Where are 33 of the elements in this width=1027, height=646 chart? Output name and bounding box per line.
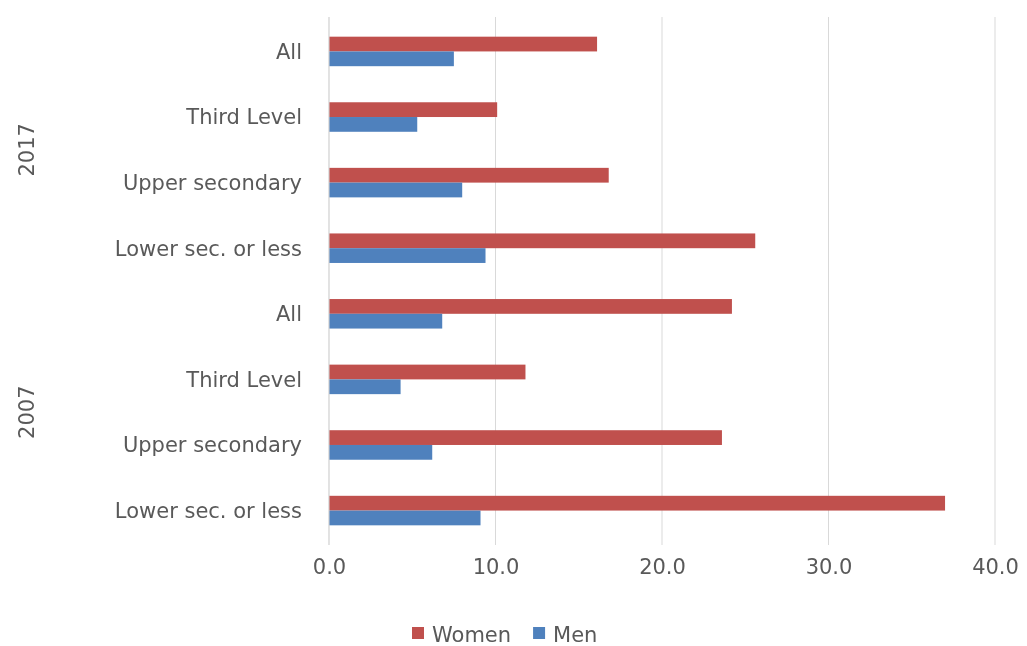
bar bbox=[329, 299, 732, 314]
bar bbox=[329, 167, 609, 183]
x-tick-label: 20.0 bbox=[639, 554, 686, 579]
bar bbox=[329, 364, 526, 380]
bar bbox=[329, 444, 433, 460]
y-tick-label: Third Level bbox=[185, 105, 302, 130]
legend-label: Men bbox=[553, 623, 598, 646]
bar bbox=[329, 233, 756, 249]
legend-label: Women bbox=[432, 623, 512, 646]
bar bbox=[329, 102, 498, 118]
bar bbox=[329, 182, 463, 198]
bar bbox=[329, 117, 418, 132]
y-tick-label: Upper secondary bbox=[122, 170, 302, 195]
bar bbox=[329, 313, 443, 329]
y-tick-label: Third Level bbox=[185, 367, 302, 392]
text: 2017 bbox=[15, 123, 39, 177]
bar bbox=[329, 495, 946, 511]
bar bbox=[329, 51, 454, 67]
bar bbox=[329, 430, 722, 445]
y-tick-label: Lower sec. or less bbox=[114, 236, 302, 261]
y-tick-label: All bbox=[275, 302, 302, 327]
y-tick-label: Upper secondary bbox=[122, 433, 302, 458]
y-tick-label: Lower sec. or less bbox=[114, 498, 302, 523]
x-tick-label: 40.0 bbox=[972, 554, 1019, 579]
bar bbox=[329, 36, 598, 52]
x-tick-label: 0.0 bbox=[312, 554, 347, 579]
text: 2007 bbox=[15, 385, 39, 439]
x-tick-label: 10.0 bbox=[472, 554, 520, 579]
bar bbox=[329, 510, 481, 526]
y-tick-label: All bbox=[275, 39, 302, 64]
x-tick-label: 30.0 bbox=[805, 554, 853, 579]
bar bbox=[329, 379, 401, 395]
bar bbox=[329, 248, 486, 263]
